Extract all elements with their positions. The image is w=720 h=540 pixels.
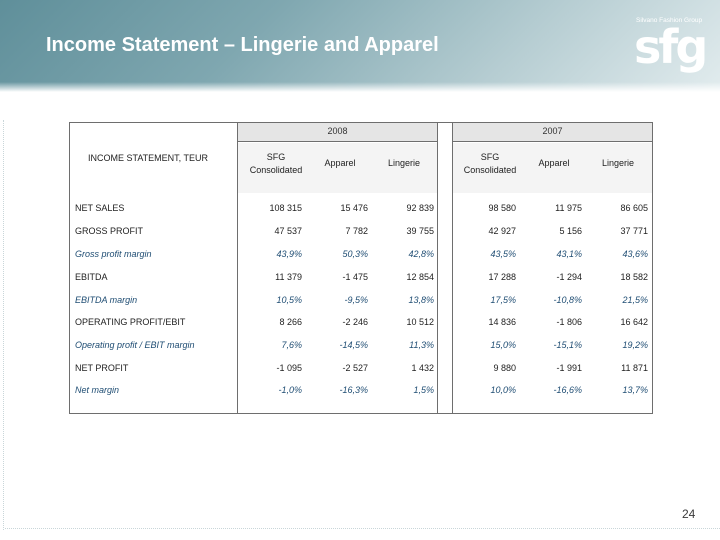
table-title: INCOME STATEMENT, TEUR	[88, 153, 209, 163]
row-label: EBITDA margin	[75, 295, 138, 305]
table-cell: 13,7%	[622, 385, 648, 395]
table-cell: 16 642	[620, 317, 648, 327]
table-cell: -14,5%	[339, 340, 368, 350]
table-cell: 11 379	[275, 272, 302, 282]
table-cell: 17,5%	[490, 295, 516, 305]
column-header: Lingerie	[387, 158, 421, 168]
column-header: SFG Consolidated	[249, 152, 303, 175]
table-cell: 10 512	[406, 317, 434, 327]
table-cell: 43,9%	[276, 249, 302, 259]
column-header: SFG Consolidated	[463, 152, 517, 175]
table-cell: 42 927	[488, 226, 516, 236]
table-cell: -1 095	[276, 363, 302, 373]
table-cell: 5 156	[559, 226, 582, 236]
row-label: Operating profit / EBIT margin	[75, 340, 195, 350]
table-cell: 108 315	[269, 203, 302, 213]
table-cell: -9,5%	[344, 295, 368, 305]
table-cell: 11 975	[555, 203, 582, 213]
table-cell: 7 782	[345, 226, 368, 236]
table-cell: -16,3%	[339, 385, 368, 395]
table-cell: 43,5%	[490, 249, 516, 259]
table-cell: 8 266	[279, 317, 302, 327]
table-cell: 42,8%	[408, 249, 434, 259]
table-cell: -10,8%	[553, 295, 582, 305]
table-cell: 92 839	[406, 203, 434, 213]
table-cell: 43,6%	[622, 249, 648, 259]
row-label: EBITDA	[75, 272, 108, 282]
table-cell: -2 246	[342, 317, 368, 327]
income-statement-table: 2008 2007 INCOME STATEMENT, TEUR SFG Con…	[69, 122, 653, 414]
left-dotted-border	[3, 120, 6, 530]
table-cell: -15,1%	[553, 340, 582, 350]
row-label: GROSS PROFIT	[75, 226, 144, 236]
table-cell: 18 582	[620, 272, 648, 282]
year-header-2008: 2008	[327, 126, 348, 136]
row-label: Gross profit margin	[75, 249, 152, 259]
table-cell: 39 755	[406, 226, 434, 236]
table-cell: -1 294	[556, 272, 582, 282]
table-cell: -16,6%	[553, 385, 582, 395]
table-cell: -1 991	[556, 363, 582, 373]
row-label: Net margin	[75, 385, 120, 395]
table-cell: 15,0%	[490, 340, 516, 350]
table-cell: 1,5%	[413, 385, 434, 395]
bottom-dotted-border	[5, 528, 720, 529]
slide-header	[0, 0, 720, 92]
row-label: NET PROFIT	[75, 363, 129, 373]
table-cell: -1,0%	[278, 385, 302, 395]
table-cell: 12 854	[406, 272, 434, 282]
table-cell: 14 836	[488, 317, 516, 327]
company-logo: sfg	[634, 20, 708, 74]
table-cell: 11 871	[621, 363, 648, 373]
page-number: 24	[682, 507, 696, 521]
table-cell: 19,2%	[622, 340, 648, 350]
row-label: NET SALES	[75, 203, 125, 213]
table-cell: 86 605	[620, 203, 648, 213]
table-cell: 17 288	[488, 272, 516, 282]
table-cell: 47 537	[274, 226, 302, 236]
table-cell: 37 771	[620, 226, 648, 236]
year-header-2007: 2007	[542, 126, 563, 136]
table-cell: 43,1%	[556, 249, 582, 259]
year-group-2008: 2008	[237, 123, 438, 413]
table-cell: -1 475	[342, 272, 368, 282]
table-cell: 15 476	[340, 203, 368, 213]
table-cell: 7,6%	[281, 340, 302, 350]
table-cell: 11,3%	[409, 340, 434, 350]
table-cell: 9 880	[493, 363, 516, 373]
company-name-small: Silvano Fashion Group	[636, 17, 703, 24]
table-cell: 13,8%	[408, 295, 434, 305]
table-cell: -1 806	[556, 317, 582, 327]
table-cell: 1 432	[411, 363, 434, 373]
table-cell: 21,5%	[622, 295, 648, 305]
slide-title: Income Statement – Lingerie and Apparel	[46, 34, 439, 56]
table-cell: -2 527	[342, 363, 368, 373]
column-header: Lingerie	[601, 158, 635, 168]
column-header: Apparel	[324, 158, 356, 168]
column-header: Apparel	[538, 158, 570, 168]
year-group-2007: 2007	[452, 123, 653, 413]
table-cell: 50,3%	[342, 249, 368, 259]
table-cell: 98 580	[488, 203, 516, 213]
table-cell: 10,0%	[490, 385, 516, 395]
table-cell: 10,5%	[276, 295, 302, 305]
row-label: OPERATING PROFIT/EBIT	[75, 317, 186, 327]
